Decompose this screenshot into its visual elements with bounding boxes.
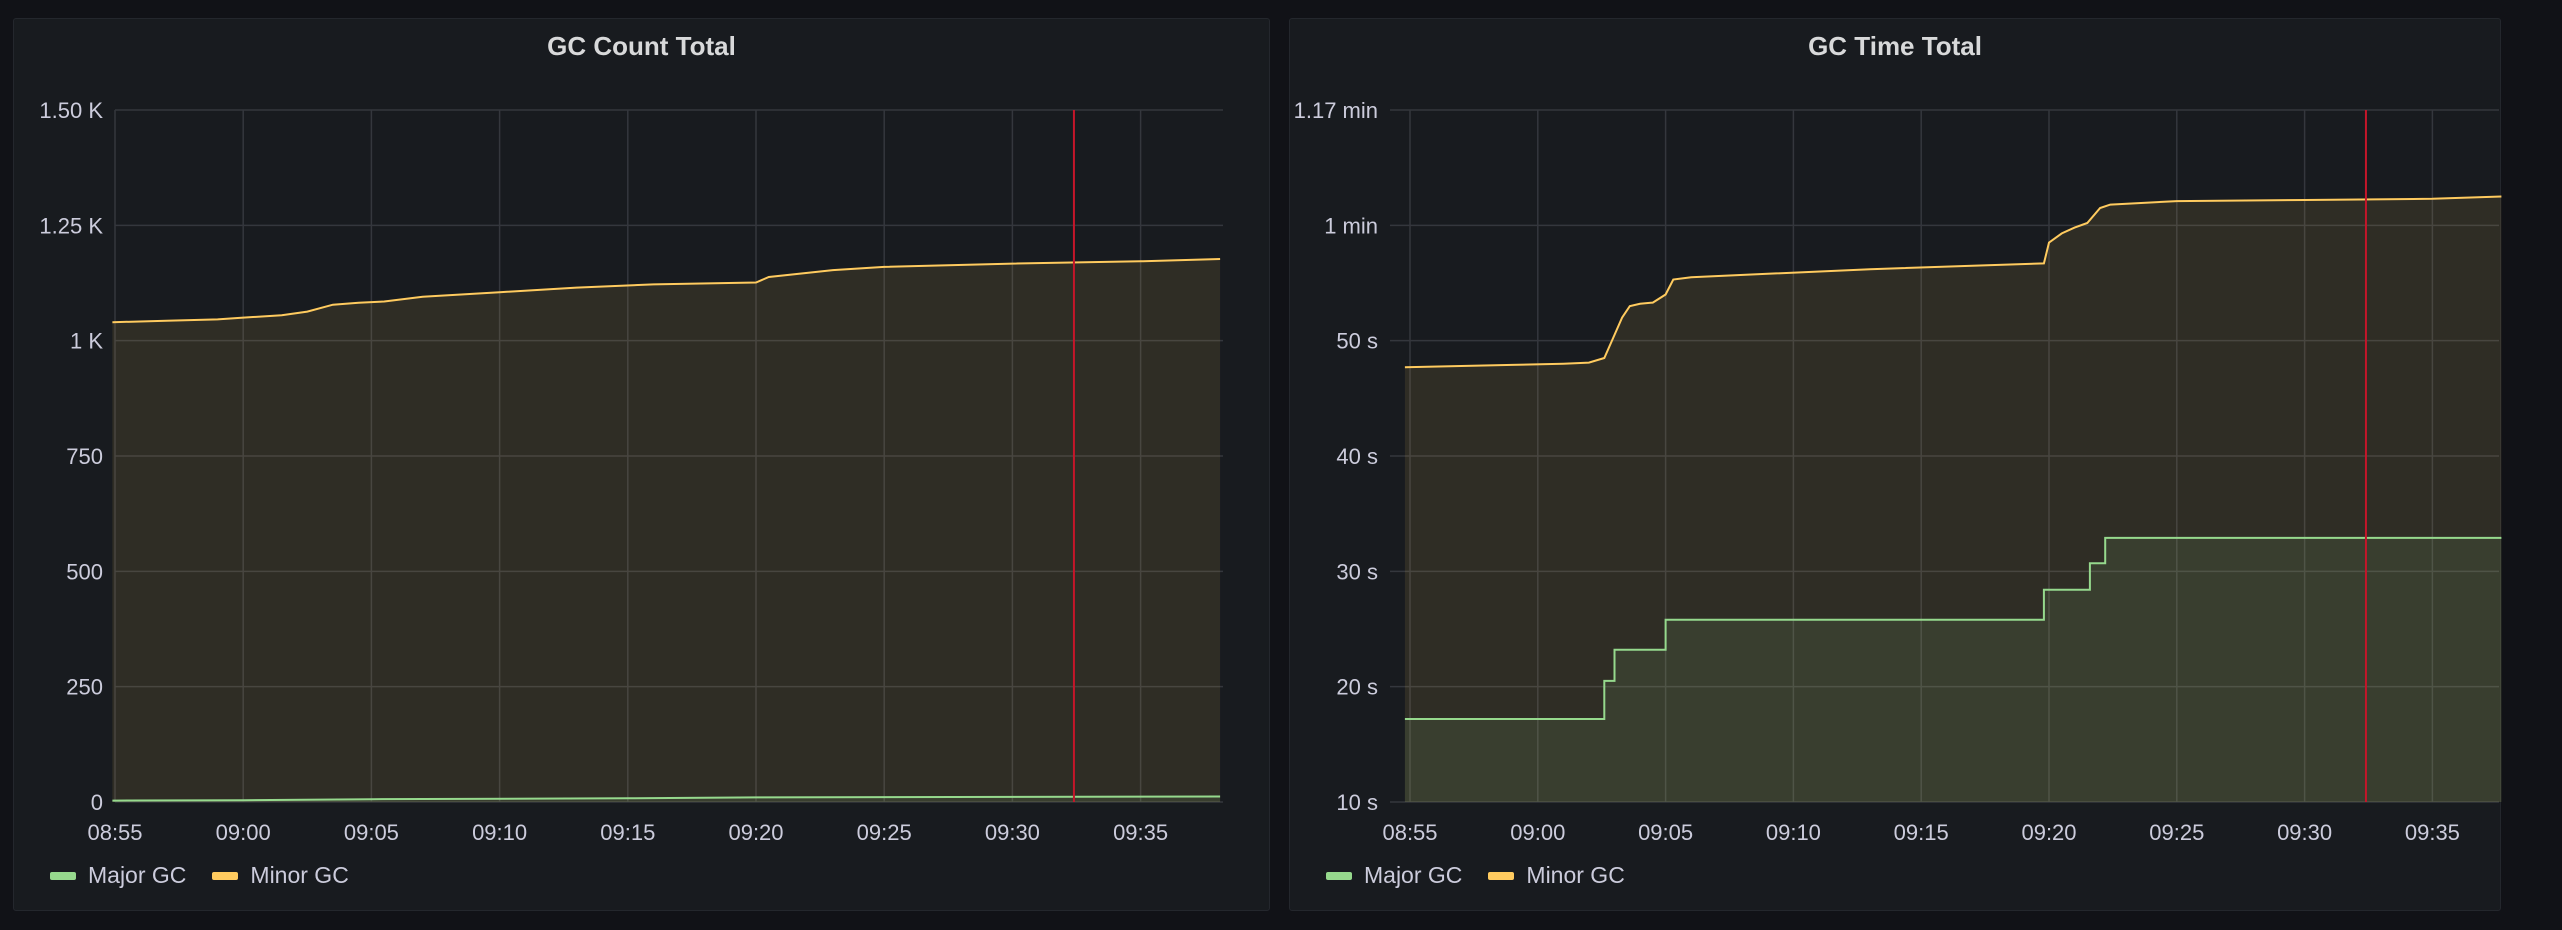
legend-item-minor-gc[interactable]: Minor GC [212, 862, 349, 889]
y-tick-label: 10 s [1336, 790, 1378, 815]
x-tick-label: 09:00 [1510, 820, 1565, 845]
legend-label: Minor GC [1526, 862, 1625, 888]
legend-label: Major GC [1364, 862, 1463, 888]
y-tick-label: 750 [66, 444, 103, 469]
panel-title: GC Time Total [1808, 31, 1982, 61]
series-area-major-gc [1404, 537, 2502, 802]
y-tick-label: 50 s [1336, 329, 1378, 354]
y-tick-label: 0 [91, 790, 103, 815]
legend-label: Minor GC [250, 862, 349, 888]
x-tick-label: 09:10 [472, 820, 527, 845]
y-tick-label: 1.25 K [39, 213, 103, 238]
x-tick-label: 09:35 [2405, 820, 2460, 845]
x-tick-label: 09:15 [1894, 820, 1949, 845]
legend-swatch-major-gc [1326, 871, 1352, 880]
x-tick-label: 08:55 [1382, 820, 1437, 845]
series-line-minor-gc[interactable] [1404, 195, 2502, 369]
y-tick-label: 250 [66, 675, 103, 700]
gc-time-chart[interactable]: 1.17 min 1 min 50 s 40 s 30 s 20 s 10 s08:55 09… [1290, 19, 2502, 912]
x-tick-label: 09:15 [600, 820, 655, 845]
x-tick-label: 09:00 [216, 820, 271, 845]
legend-item-minor-gc[interactable]: Minor GC [1488, 862, 1625, 889]
panel-title: GC Count Total [547, 31, 736, 61]
y-tick-label: 30 s [1336, 559, 1378, 584]
y-tick-label: 1.50 K [39, 98, 103, 123]
x-tick-label: 08:55 [87, 820, 142, 845]
y-tick-label: 20 s [1336, 675, 1378, 700]
y-tick-label: 1.17 min [1294, 98, 1378, 123]
series-line-major-gc[interactable] [112, 795, 1221, 802]
gc-count-chart[interactable]: 1.50 K 1.25 K 1 K 750 500 250 0 08:55 09:00 09:05… [14, 19, 1271, 912]
y-tick-label: 40 s [1336, 444, 1378, 469]
x-tick-label: 09:30 [985, 820, 1040, 845]
x-tick-label: 09:20 [2021, 820, 2076, 845]
x-tick-label: 09:05 [344, 820, 399, 845]
x-tick-label: 09:30 [2277, 820, 2332, 845]
legend-swatch-major-gc [50, 871, 76, 880]
gc-time-panel: GC Time Total 1.17 min 1 min 50 s 40 s 30 s 2… [1289, 18, 2502, 912]
x-tick-label: 09:25 [857, 820, 912, 845]
gc-count-panel: GC Count Total 1.50 K 1.25 K 1 K 750 500 250 0… [13, 18, 1270, 911]
x-tick-label: 09:25 [2149, 820, 2204, 845]
y-tick-label: 500 [66, 559, 103, 584]
y-tick-label: 1 K [70, 329, 103, 354]
legend-swatch-minor-gc [1488, 871, 1515, 880]
legend-item-major-gc[interactable]: Major GC [1326, 862, 1462, 889]
x-tick-label: 09:05 [1638, 820, 1693, 845]
legend: Major GC Minor GC [50, 862, 349, 889]
series-line-major-gc[interactable] [1404, 536, 2502, 720]
legend-swatch-minor-gc [212, 871, 239, 880]
legend-item-major-gc[interactable]: Major GC [50, 862, 186, 889]
x-tick-label: 09:20 [728, 820, 783, 845]
series-area-minor-gc [112, 259, 1221, 802]
legend-label: Major GC [88, 862, 187, 888]
series-line-minor-gc[interactable] [112, 258, 1221, 324]
y-tick-label: 1 min [1324, 213, 1378, 238]
x-tick-label: 09:35 [1113, 820, 1168, 845]
series-area-minor-gc [1404, 196, 2502, 802]
legend: Major GC Minor GC [1326, 862, 1625, 889]
x-tick-label: 09:10 [1766, 820, 1821, 845]
